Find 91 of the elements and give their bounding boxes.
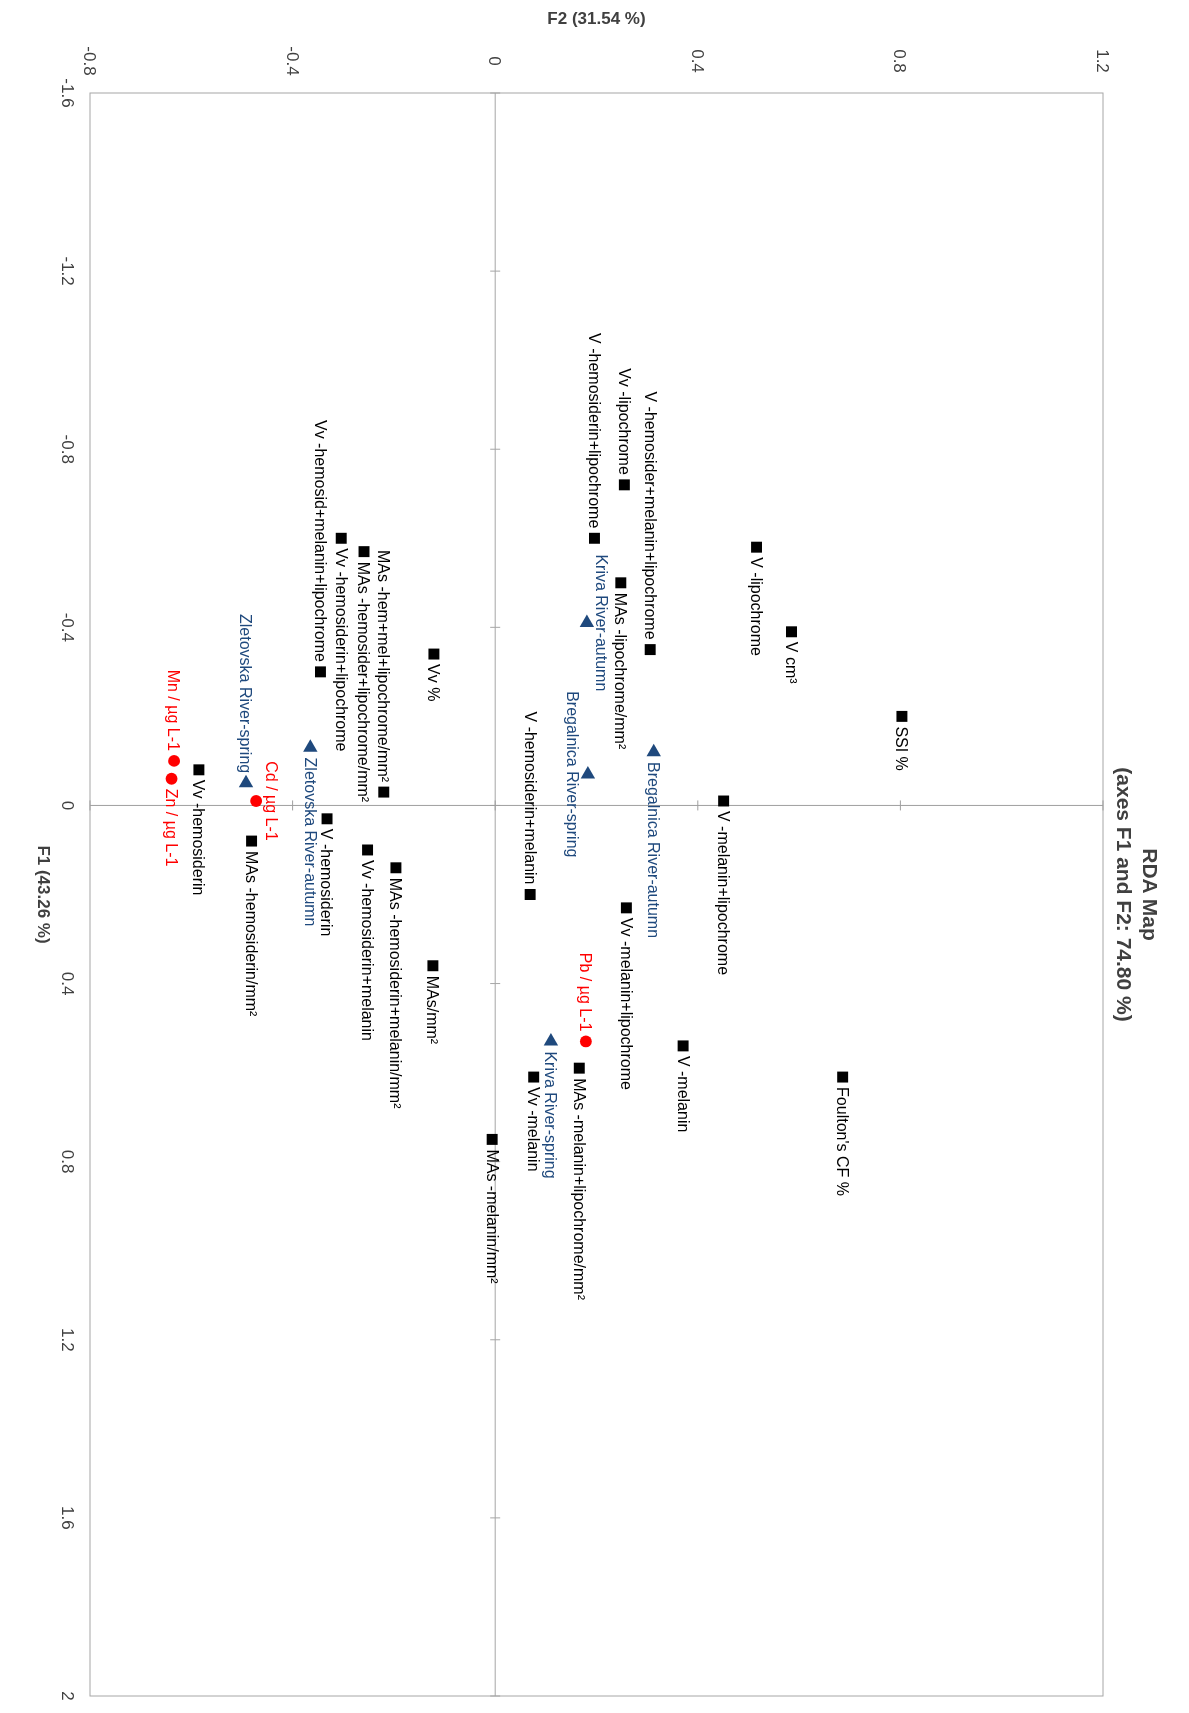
point xyxy=(615,577,627,589)
annotation: Vv -melanin xyxy=(525,1087,543,1172)
point xyxy=(428,648,440,660)
point xyxy=(837,1071,849,1083)
point xyxy=(573,1062,585,1074)
y-tick-label: 1.6 xyxy=(58,1506,78,1530)
point xyxy=(751,541,763,553)
annotation: MAs -hemosider+lipochrome/mm² xyxy=(355,561,373,803)
annotation: Vv -hemosid+melanin+lipochrome xyxy=(311,419,329,662)
point xyxy=(718,795,730,807)
annotation: MAs -hemosiderin+melanin/mm² xyxy=(387,877,405,1110)
annotation: Vv % xyxy=(425,664,443,702)
y-tick-label: -0.8 xyxy=(58,434,78,464)
point xyxy=(579,614,595,628)
annotation: MAs -lipochrome/mm² xyxy=(612,592,630,750)
point xyxy=(390,862,402,874)
annotation: Zletovska River-autumn xyxy=(301,757,319,927)
annotation: SSI % xyxy=(893,726,911,771)
point xyxy=(427,960,439,972)
annotation: V -hemosiderin+melanin xyxy=(521,711,539,885)
annotation: V -lipochrome xyxy=(747,557,765,656)
annotation: Zn / µg L-1 xyxy=(162,788,180,867)
y-tick-label: 2 xyxy=(58,1691,78,1701)
point xyxy=(644,644,656,656)
annotation: Kriva River-autumn xyxy=(593,554,611,692)
y-tick-label: 0.4 xyxy=(58,971,78,996)
x-tick-label: 1.2 xyxy=(1093,49,1113,73)
annotation: Vv -melanin+lipochrome xyxy=(617,917,635,1091)
annotation: Vv -hemosiderin+melanin xyxy=(358,859,376,1041)
x-tick-label: 0 xyxy=(485,56,505,66)
annotation: MAs -melanin+lipochrome/mm² xyxy=(570,1078,588,1301)
point xyxy=(168,755,180,767)
point xyxy=(246,835,258,847)
y-tick-label: 0.8 xyxy=(58,1149,78,1174)
point xyxy=(579,1035,592,1048)
point xyxy=(896,710,908,722)
point xyxy=(528,1071,540,1083)
annotation: MAs -hem+mel+lipochrome/mm² xyxy=(375,550,393,783)
point xyxy=(321,813,333,825)
annotation: Zletovska River-spring xyxy=(237,614,255,774)
annotation: V -hemosiderin+lipochrome xyxy=(585,333,603,529)
x-axis-title: F2 (31.54 %) xyxy=(547,9,646,28)
annotation: V -hemosiderin xyxy=(318,828,336,937)
annotation: MAs/mm² xyxy=(424,975,442,1045)
text: (axes F1 and F2: 74.80 %) xyxy=(1112,767,1136,1022)
annotation: Bregalnica River-autumn xyxy=(645,762,663,939)
point xyxy=(335,532,347,544)
annotation: Pb / µg L-1 xyxy=(577,952,595,1032)
point xyxy=(238,774,254,788)
annotation: Bregalnica River-spring xyxy=(564,691,582,858)
annotation: Vv -hemosiderin+lipochrome xyxy=(332,548,350,752)
point xyxy=(358,546,370,558)
annotation: Cd / µg L-1 xyxy=(262,761,280,841)
point xyxy=(786,626,797,638)
annotation: V -hemosider+melanin+lipochrome xyxy=(641,391,659,640)
point xyxy=(620,902,632,914)
annotation: MAs -hemosiderin/mm² xyxy=(242,851,260,1018)
point xyxy=(486,1133,498,1145)
y-tick-label: -1.2 xyxy=(58,256,78,286)
point xyxy=(589,532,600,544)
y-tick-label: -1.6 xyxy=(58,78,78,108)
y-tick-label: 0 xyxy=(58,800,78,811)
point xyxy=(378,786,390,798)
annotation: Vv -hemosiderin xyxy=(190,779,208,896)
y-tick-label: 1.2 xyxy=(58,1327,78,1352)
text: RDA Map xyxy=(1138,848,1162,941)
x-tick-label: -0.4 xyxy=(282,46,302,76)
x-tick-label: 0.8 xyxy=(890,49,910,73)
point xyxy=(303,739,318,752)
annotation: Mn / µg L-1 xyxy=(165,669,183,752)
annotation: MAs -melanin/mm² xyxy=(483,1149,501,1285)
point xyxy=(250,795,263,807)
point xyxy=(362,844,374,856)
annotation: V cm³ xyxy=(782,641,800,685)
x-tick-label: -0.8 xyxy=(80,46,100,76)
point xyxy=(677,1040,689,1052)
annotation: Vv -lipochrome xyxy=(615,368,633,475)
point xyxy=(193,764,205,776)
point xyxy=(543,1033,559,1046)
y-tick-label: -0.4 xyxy=(58,612,78,642)
annotation: Foulton's CF % xyxy=(834,1087,852,1196)
y-axis-title: F1 (43.26 %) xyxy=(34,845,54,944)
annotation: Kriva River-spring xyxy=(542,1051,560,1179)
point xyxy=(314,666,326,678)
x-tick-label: 0.4 xyxy=(687,49,707,73)
point xyxy=(524,889,536,900)
annotation: V -melanin xyxy=(674,1055,692,1133)
point xyxy=(646,743,661,757)
point xyxy=(618,479,630,491)
annotation: V -melanin+lipochrome xyxy=(715,810,733,976)
point xyxy=(165,772,178,785)
